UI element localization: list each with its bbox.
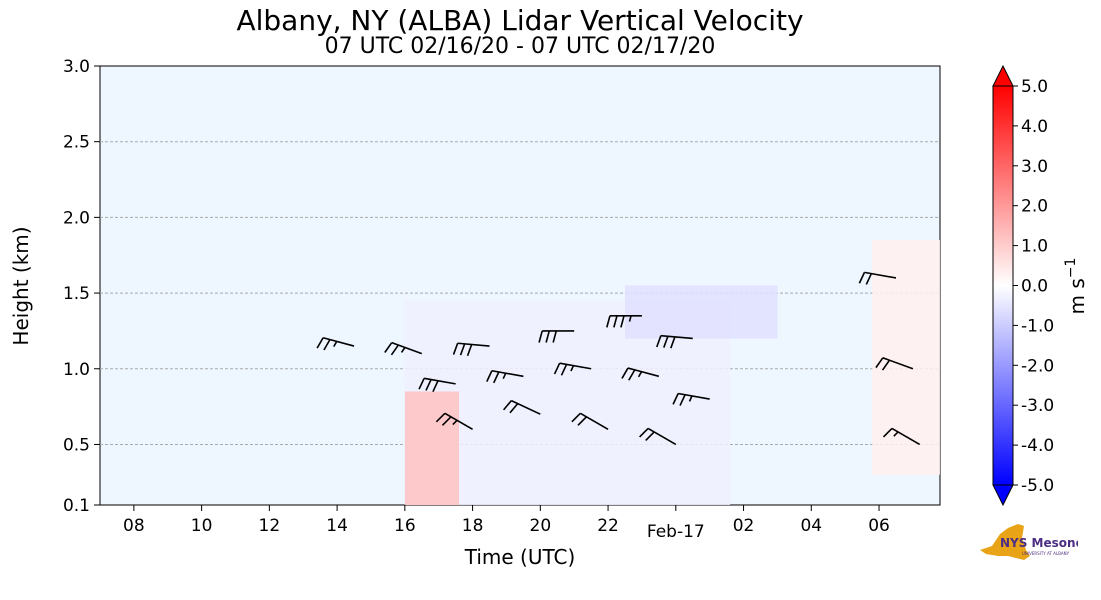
x-tick-label: 22 (597, 516, 619, 536)
wind-barb (384, 341, 423, 356)
colorbar-tick-label: 2.0 (1021, 197, 1048, 217)
x-tick-label: Feb-17 (647, 522, 705, 542)
x-tick-label: 10 (191, 516, 213, 536)
logo-subtext: UNIVERSITY AT ALBANY (1022, 551, 1070, 556)
wind-barb (621, 367, 660, 381)
wind-barb (435, 412, 473, 431)
colorbar-top-extension (992, 64, 1014, 87)
wind-barb (571, 412, 609, 431)
colorbar-tick-label: 4.0 (1021, 117, 1048, 137)
colorbar-tick-label: 5.0 (1021, 77, 1048, 97)
nys-state-shape (980, 524, 1030, 560)
wind-barb (452, 342, 490, 357)
wind-barb (656, 334, 693, 349)
y-tick-label: 1.5 (63, 284, 90, 304)
colorbar-tick-label: -3.0 (1021, 396, 1054, 416)
y-tick-label: 0.5 (63, 435, 90, 455)
y-tick-label: 3.0 (63, 57, 90, 77)
svg-text:m s−1: m s−1 (1063, 258, 1089, 315)
x-tick-label: 18 (462, 516, 484, 536)
wind-barb (316, 336, 355, 351)
y-tick-label: 2.5 (63, 133, 90, 153)
colorbar-tick-label: 1.0 (1021, 237, 1048, 257)
chart-title: Albany, NY (ALBA) Lidar Vertical Velocit… (236, 4, 804, 37)
wind-barb (882, 427, 921, 446)
y-tick-label: 1.0 (63, 360, 90, 380)
y-axis-label: Height (km) (9, 226, 33, 345)
x-tick-label: 08 (123, 516, 145, 536)
wind-barb (538, 330, 575, 343)
colorbar-tick-label: -5.0 (1021, 476, 1054, 496)
x-tick-label: 20 (530, 516, 552, 536)
y-tick-label: 2.0 (63, 208, 90, 228)
wind-barb (486, 369, 524, 384)
colorbar-tick-label: -1.0 (1021, 316, 1054, 336)
colorbar-label: m s−1 (1063, 258, 1089, 315)
x-axis-label: Time (UTC) (464, 545, 576, 569)
wind-barb (606, 314, 642, 328)
x-tick-label: 12 (259, 516, 281, 536)
x-tick-label: 14 (326, 516, 348, 536)
wind-barb (553, 362, 592, 376)
wind-barb (502, 399, 541, 415)
wind-barb (418, 377, 456, 392)
colorbar (992, 85, 1014, 486)
y-tick-label: 0.1 (63, 496, 90, 516)
velocity-region-upper-echo (625, 285, 778, 339)
colorbar-tick-label: -2.0 (1021, 356, 1054, 376)
x-tick-label: 04 (800, 516, 822, 536)
colorbar-tick-label: -4.0 (1021, 436, 1054, 456)
x-tick-label: 06 (868, 516, 890, 536)
nys-mesonet-logo: NYS Mesonet UNIVERSITY AT ALBANY (980, 524, 1078, 560)
wind-barb (639, 427, 677, 446)
velocity-region-surface-updraft (404, 391, 460, 505)
colorbar-bottom-extension (992, 484, 1014, 507)
wind-barb (858, 271, 897, 285)
colorbar-tick-label: 3.0 (1021, 157, 1048, 177)
chart-subtitle: 07 UTC 02/16/20 - 07 UTC 02/17/20 (324, 34, 716, 59)
x-tick-label: 02 (733, 516, 755, 536)
colorbar-tick-label: 0.0 (1021, 277, 1048, 297)
wind-barb (875, 357, 914, 371)
x-tick-label: 16 (394, 516, 416, 536)
wind-barb (672, 392, 710, 406)
logo-text: NYS Mesonet (1000, 536, 1078, 550)
